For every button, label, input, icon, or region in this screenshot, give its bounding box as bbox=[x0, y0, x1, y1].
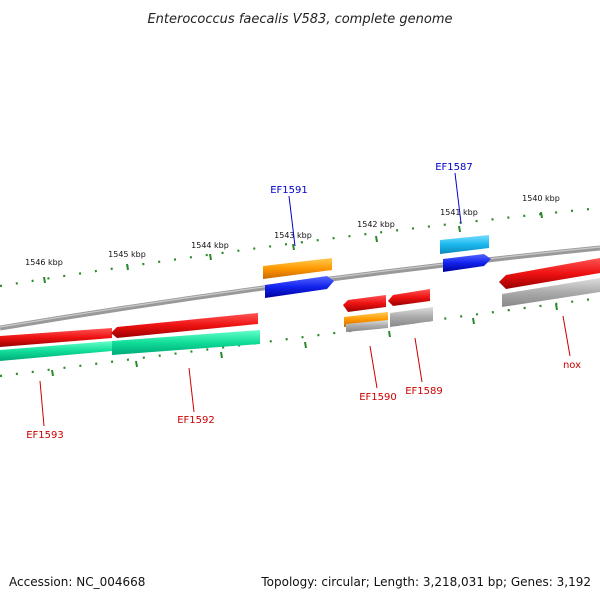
major-tick bbox=[304, 341, 307, 349]
gene-label-ef1591[interactable]: EF1591 bbox=[270, 185, 308, 196]
major-tick bbox=[555, 303, 558, 311]
major-tick bbox=[388, 330, 391, 338]
gene-feature-ef1590[interactable] bbox=[343, 295, 388, 332]
major-tick bbox=[292, 243, 295, 251]
tick-label: 1545 kbp bbox=[108, 250, 146, 259]
tick-label: 1542 kbp bbox=[357, 220, 395, 229]
major-tick bbox=[135, 360, 138, 368]
tick-ruler-upper bbox=[0, 206, 600, 288]
tick-label: 1540 kbp bbox=[522, 194, 560, 203]
gene-feature-ef1591[interactable] bbox=[263, 258, 334, 298]
tick-label: 1543 kbp bbox=[274, 231, 312, 240]
major-tick bbox=[209, 253, 212, 261]
map-title: Enterococcus faecalis V583, complete gen… bbox=[147, 12, 452, 27]
major-tick bbox=[458, 225, 461, 233]
major-tick bbox=[220, 351, 223, 359]
gene-labels: EF1591 EF1587 EF1593 EF1592 EF1590 EF158… bbox=[26, 162, 581, 441]
accession-text: Accession: NC_004668 bbox=[9, 575, 145, 589]
tick-labels: 1546 kbp 1545 kbp 1544 kbp 1543 kbp 1542… bbox=[25, 194, 560, 267]
gene-label-ef1593[interactable]: EF1593 bbox=[26, 430, 64, 441]
topology-text: Topology: circular; Length: 3,218,031 bp… bbox=[260, 575, 591, 589]
gene-feature-nox[interactable] bbox=[499, 258, 600, 307]
tick-label: 1541 kbp bbox=[440, 208, 478, 217]
gene-feature-ef1589[interactable] bbox=[388, 289, 433, 327]
tick-label: 1546 kbp bbox=[25, 258, 63, 267]
tick-ruler-lower bbox=[0, 296, 600, 378]
major-tick bbox=[126, 263, 129, 271]
gene-label-nox[interactable]: nox bbox=[563, 360, 581, 371]
major-tick bbox=[51, 369, 54, 377]
major-tick bbox=[375, 235, 378, 243]
gene-feature-ef1587[interactable] bbox=[440, 235, 491, 272]
tick-label: 1544 kbp bbox=[191, 241, 229, 250]
gene-leader-lines bbox=[39, 172, 571, 427]
gene-feature-ef1593[interactable] bbox=[0, 328, 112, 361]
gene-label-ef1592[interactable]: EF1592 bbox=[177, 415, 215, 426]
gene-feature-ef1592[interactable] bbox=[111, 313, 260, 355]
gene-label-ef1589[interactable]: EF1589 bbox=[405, 386, 443, 397]
major-tick bbox=[472, 317, 475, 325]
gene-label-ef1587[interactable]: EF1587 bbox=[435, 162, 473, 173]
major-tick bbox=[43, 276, 46, 284]
major-tick bbox=[540, 211, 543, 219]
gene-label-ef1590[interactable]: EF1590 bbox=[359, 392, 397, 403]
